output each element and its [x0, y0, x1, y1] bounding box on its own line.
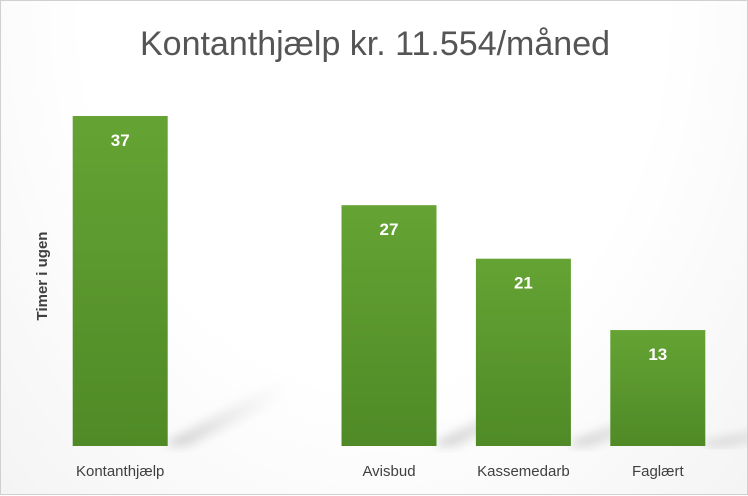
bar-shadow [705, 431, 748, 446]
category-labels-group: Kontanthjælp Avisbud Kassemedarb Faglært [76, 463, 684, 480]
bar-shadow [167, 376, 293, 446]
y-axis-label: Timer i ugen [34, 232, 51, 321]
data-label: 27 [380, 220, 399, 239]
bar [72, 116, 168, 446]
data-label: 21 [514, 274, 533, 293]
data-label: 37 [111, 131, 130, 150]
bar [475, 258, 571, 446]
category-label: Faglært [632, 463, 685, 480]
data-label: 13 [648, 345, 667, 364]
data-labels-group: 37 27 21 13 [111, 131, 668, 364]
category-label: Avisbud [362, 463, 415, 480]
category-label: Kontanthjælp [76, 463, 164, 480]
bars-group [72, 116, 706, 446]
bar [341, 205, 437, 446]
chart-title: Kontanthjælp kr. 11.554/måned [140, 25, 610, 63]
category-label: Kassemedarb [477, 463, 570, 480]
bar [610, 330, 706, 446]
